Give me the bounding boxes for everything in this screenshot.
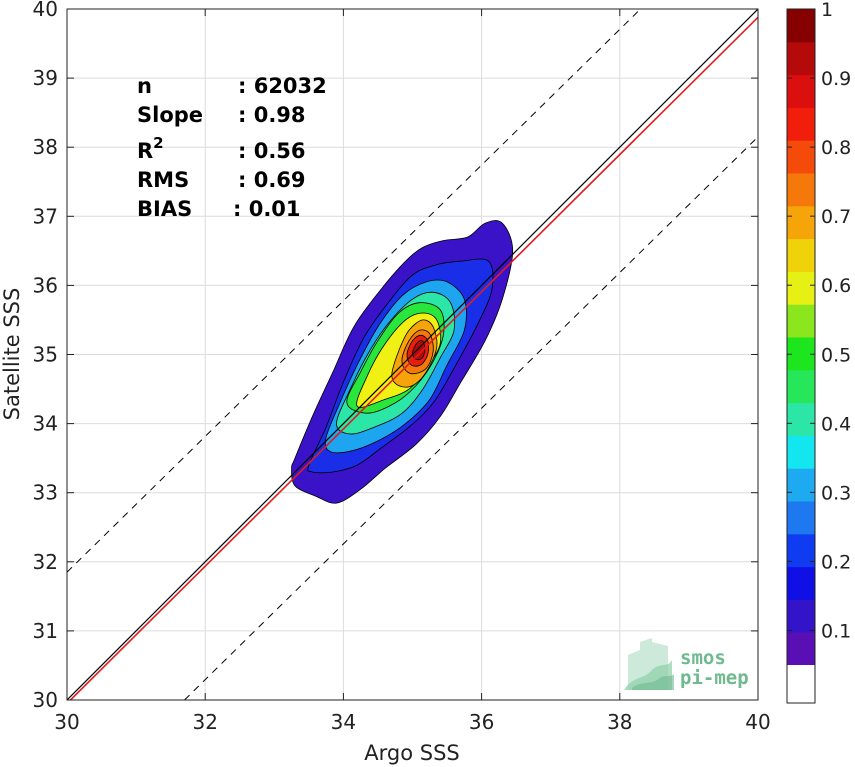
logo-line-2: pi-mep [680, 667, 749, 689]
colorbar-segment [787, 533, 815, 568]
colorbar-segment [787, 369, 815, 404]
colorbar-white-band [787, 665, 815, 703]
x-ticks: 30 32 34 36 38 40 [54, 9, 771, 734]
colorbar-tick-label: 0.9 [821, 68, 851, 90]
x-tick-label: 34 [331, 710, 356, 734]
y-ticks: 30 31 32 33 34 35 36 37 38 39 40 [33, 0, 758, 712]
colorbar-segment [787, 468, 815, 502]
logo-line-1: smos [680, 647, 726, 669]
envelope-line-1 [67, 9, 641, 573]
colorbar-tick-label: 0.3 [821, 482, 851, 504]
stat-value: : 0.56 [238, 139, 306, 163]
identity-line [67, 9, 758, 700]
colorbar-segment [787, 632, 815, 666]
colorbar-tick-label: 0.8 [821, 137, 851, 159]
colorbar-segment [787, 9, 815, 43]
colorbar-segment [787, 402, 815, 436]
y-tick-label: 31 [33, 619, 58, 643]
stat-value: : 0.01 [233, 197, 301, 221]
y-tick-label: 35 [33, 343, 58, 367]
reference-lines [67, 9, 758, 700]
colorbar-segment [787, 41, 815, 76]
colorbar-segment [787, 501, 815, 535]
colorbar-segment [787, 140, 815, 174]
y-tick-label: 34 [33, 412, 58, 436]
x-tick-label: 32 [192, 710, 217, 734]
y-tick-label: 37 [33, 204, 58, 228]
colorbar-tick-label: 0.6 [821, 275, 851, 297]
colorbar-segment [787, 74, 815, 108]
stat-label: n [137, 74, 152, 98]
y-tick-label: 40 [33, 0, 58, 21]
stat-label: Slope [137, 103, 203, 127]
colorbar-frame [786, 8, 816, 704]
colorbar-segment [787, 271, 815, 305]
envelope-line-2 [184, 136, 758, 700]
x-tick-label: 36 [469, 710, 494, 734]
colorbar-segment [787, 173, 815, 207]
colorbar-tick-label: 0.7 [821, 206, 851, 228]
y-tick-label: 39 [33, 66, 58, 90]
colorbar-segment [787, 304, 815, 338]
colorbar-segment [787, 107, 815, 141]
fit-line [69, 16, 758, 700]
stat-label: BIAS [137, 197, 192, 221]
colorbar-tick-label: 0.2 [821, 551, 851, 573]
y-axis-label: Satellite SSS [0, 288, 24, 421]
y-tick-label: 38 [33, 135, 58, 159]
x-tick-label: 40 [745, 710, 770, 734]
y-tick-label: 33 [33, 481, 58, 505]
x-tick-label: 38 [607, 710, 632, 734]
y-tick-label: 32 [33, 550, 58, 574]
stat-value: : 62032 [238, 74, 327, 98]
x-tick-label: 30 [54, 710, 79, 734]
y-tick-label: 30 [33, 688, 58, 712]
stat-superscript: 2 [153, 134, 163, 152]
logo-emblem-icon [624, 638, 674, 690]
colorbar-tick-label: 0.1 [821, 620, 851, 642]
colorbar-segment [787, 238, 815, 272]
colorbar-segment [787, 337, 815, 371]
colorbar-segment [787, 435, 815, 469]
x-axis-label: Argo SSS [364, 741, 459, 765]
colorbar-tick-label: 1 [821, 0, 833, 21]
colorbar-segment [787, 205, 815, 240]
stat-label: RMS [137, 168, 189, 192]
smos-pimep-logo: smos pi-mep [624, 638, 749, 690]
y-tick-label: 36 [33, 273, 58, 297]
colorbar-segment [787, 599, 815, 633]
stat-value: : 0.69 [238, 168, 306, 192]
colorbar-segment [787, 566, 815, 600]
stat-value: : 0.98 [238, 103, 306, 127]
colorbar-tick-label: 0.4 [821, 413, 851, 435]
colorbar: 0.1 0.2 0.3 0.4 0.5 0.6 0.7 0.8 0.9 1 [786, 0, 851, 704]
colorbar-tick-label: 0.5 [821, 344, 851, 366]
